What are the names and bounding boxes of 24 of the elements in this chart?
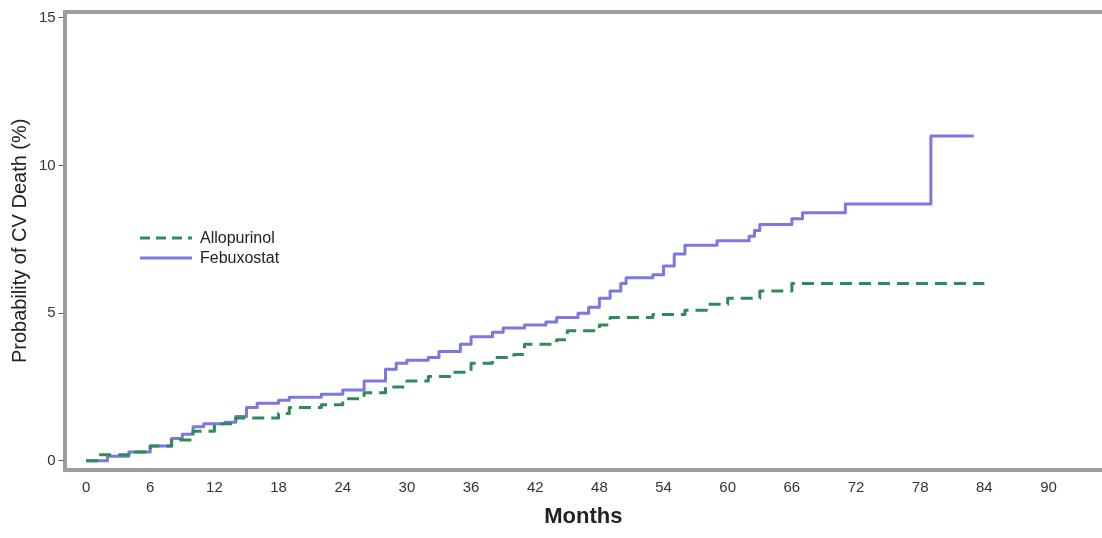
x-tick-label: 54 [655,477,672,495]
x-tick-label: 90 [1040,477,1057,495]
x-tick-label: 18 [270,477,287,495]
x-tick-label: 78 [911,477,929,495]
x-tick-label: 0 [81,477,91,495]
x-tick-label: 60 [719,477,737,495]
x-tick-label: 12 [206,477,223,495]
x-tick-label: 66 [783,477,801,495]
y-tick-label: 10 [39,155,56,173]
x-tick-label: 6 [146,477,155,495]
x-tick-label: 84 [976,477,993,495]
x-tick-label: 48 [591,477,608,495]
x-axis-title: Months [544,502,623,528]
x-tick-label: 24 [334,477,352,495]
y-tick-label: 15 [39,8,56,26]
legend-label: Febuxostat [200,248,280,268]
x-tick-label: 72 [847,477,865,495]
x-tick-label: 30 [398,477,416,495]
x-tick-label: 42 [526,477,544,495]
y-tick-label: 0 [47,450,56,468]
y-axis-title: Probability of CV Death (%) [7,118,30,364]
y-tick-label: 5 [47,303,56,321]
x-tick-label: 36 [462,477,480,495]
legend-label: Allopurinol [200,228,275,248]
